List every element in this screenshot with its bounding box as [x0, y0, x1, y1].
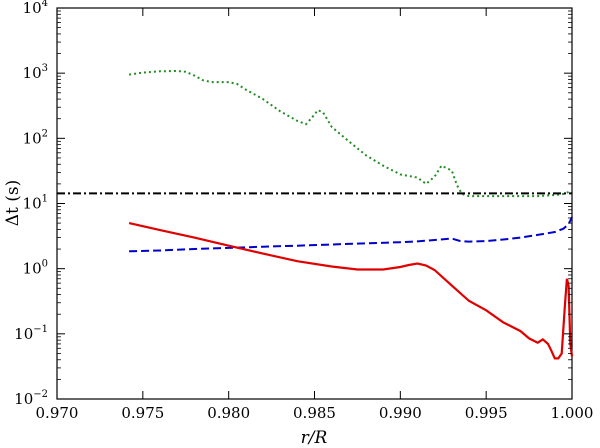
x-tick-labels: 0.970 0.975 0.980 0.985 0.990 0.995 1.000 — [36, 404, 594, 422]
x-tick-label: 0.975 — [121, 404, 164, 422]
y-axis-label: Δt (s) — [3, 180, 23, 227]
series-line-solid-3 — [128, 222, 574, 360]
series-line-dotted-0 — [128, 69, 569, 198]
x-tick-label: 0.990 — [379, 404, 422, 422]
x-tick-label: 0.995 — [465, 404, 508, 422]
y-tick-label: 100 — [23, 259, 48, 278]
x-tick-label: 1.000 — [551, 404, 594, 422]
x-tick-label: 0.985 — [293, 404, 336, 422]
tick-layer — [56, 7, 573, 400]
y-tick-label: 104 — [23, 0, 48, 17]
series-line-dashed-2 — [129, 216, 573, 253]
plot-frame — [56, 7, 573, 400]
x-tick-label: 0.970 — [36, 404, 79, 422]
y-tick-label: 103 — [23, 63, 48, 82]
y-tick-label: 101 — [23, 194, 48, 213]
x-axis-label: r/R — [301, 428, 328, 448]
y-tick-label: 102 — [23, 128, 48, 147]
y-tick-labels: 10−2 10−1 100 101 102 103 104 — [14, 0, 48, 408]
y-tick-label: 10−1 — [14, 324, 48, 343]
series-layer — [57, 69, 574, 360]
x-tick-label: 0.980 — [207, 404, 250, 422]
y-tick-label: 10−2 — [14, 389, 48, 408]
